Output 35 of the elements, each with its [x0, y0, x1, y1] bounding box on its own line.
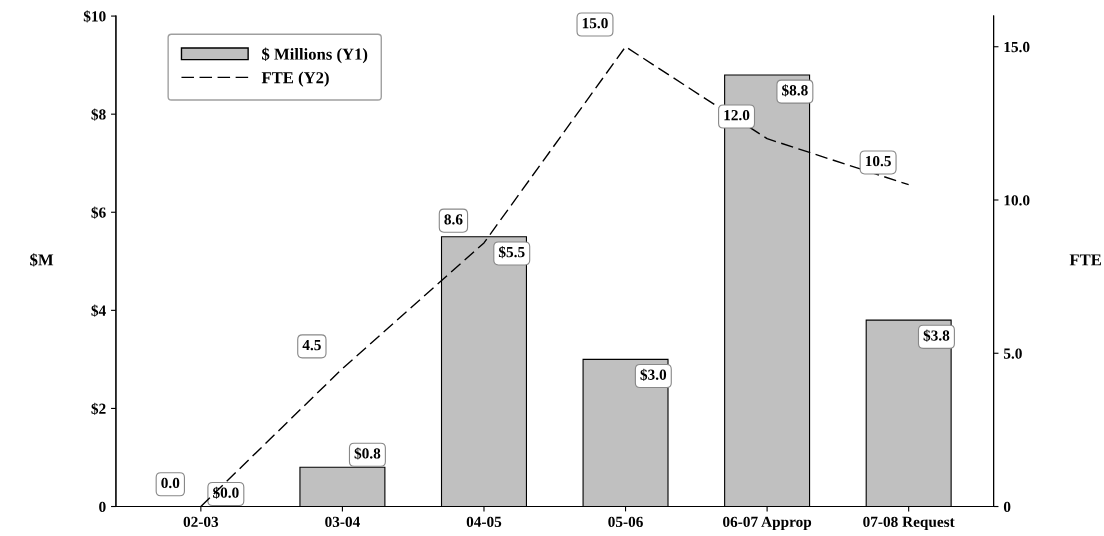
x-tick-label: 05-06 [608, 516, 643, 527]
data-label: $8.8 [782, 84, 808, 97]
data-label: 10.5 [865, 155, 891, 167]
data-label: 15.0 [582, 18, 608, 29]
data-label: 4.5 [302, 339, 321, 351]
x-tick-label: 07-08 Request [863, 516, 955, 531]
y2-axis-title: FTE [1069, 254, 1101, 266]
y2-tick-label: 0 [1003, 501, 1011, 512]
bar [865, 319, 952, 507]
data-label: $0.8 [354, 447, 381, 460]
data-label: $0.0 [213, 486, 239, 499]
data-label: 8.6 [444, 214, 463, 225]
legend-label: FTE (Y2) [261, 71, 329, 87]
y2-tick-label: 10.0 [1004, 195, 1030, 206]
x-tick-label: 02-03 [183, 516, 219, 527]
y-tick-label: $8 [91, 108, 106, 121]
data-label: $3.0 [640, 368, 667, 381]
x-tick-label: 04-05 [466, 516, 502, 527]
y-tick-label: $10 [83, 10, 106, 23]
legend-label: $ Millions (Y1) [262, 47, 368, 64]
data-label: 12.0 [724, 109, 750, 121]
x-tick-label: 03-04 [325, 516, 360, 527]
y2-tick-label: 5.0 [1003, 348, 1022, 359]
bar [582, 358, 669, 507]
y2-tick-label: 15.0 [1004, 41, 1030, 53]
data-label: $5.5 [498, 246, 525, 259]
y-tick-label: 0 [99, 501, 106, 512]
y-tick-label: $6 [91, 206, 106, 219]
bar [299, 466, 386, 507]
data-label: 0.0 [161, 477, 180, 489]
x-tick-label: 06-07 Approp [723, 516, 812, 531]
data-label: $3.8 [923, 329, 950, 342]
y-tick-label: $2 [91, 402, 106, 415]
y-axis-title: $M [30, 253, 54, 267]
y-tick-label: $4 [91, 304, 106, 317]
